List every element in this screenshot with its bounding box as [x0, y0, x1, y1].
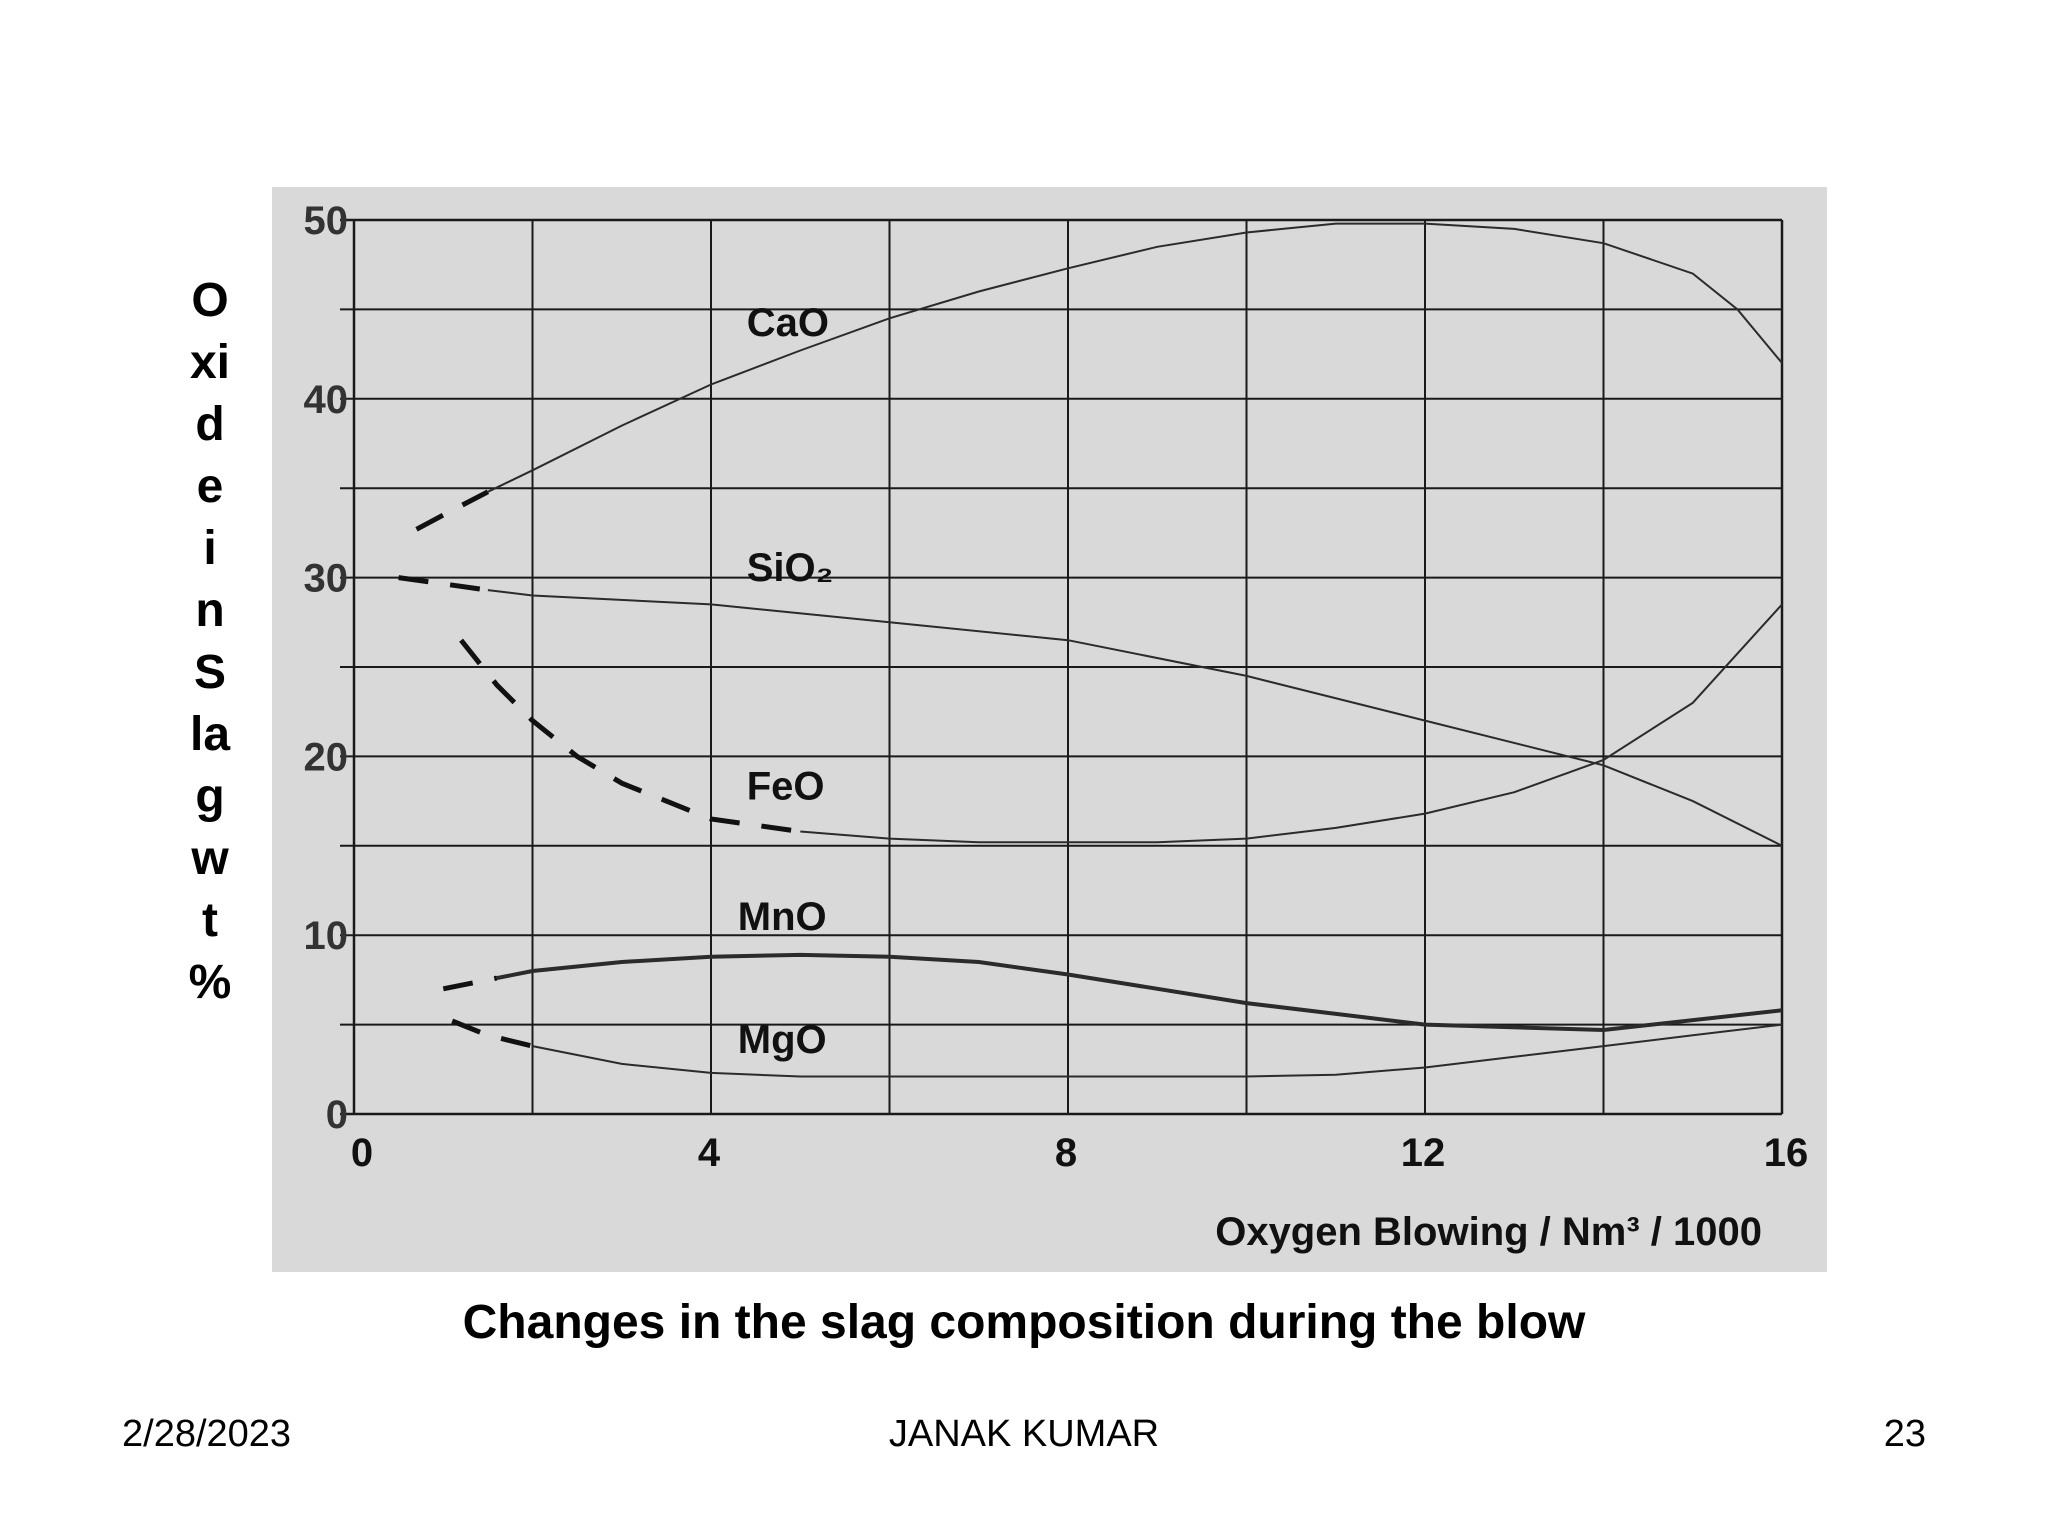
y-axis-label-line: la	[189, 708, 231, 761]
x-tick-label: 8	[1055, 1131, 1077, 1175]
series-label: SiO₂	[747, 546, 834, 590]
series-line-dashed	[415, 489, 490, 532]
series-line-dashed	[442, 975, 498, 992]
y-tick-label: 50	[304, 199, 349, 243]
y-axis-label-line: d	[195, 398, 225, 451]
labels-layer: 0 10 20 30 40 50 0 4 8 12 16 CaO SiO₂ FeO MnO MgO	[304, 199, 1809, 1175]
y-tick-label: 10	[304, 914, 349, 958]
x-axis-title: Oxygen Blowing / Nm³ / 1000	[1215, 1210, 1762, 1254]
y-tick-label: 30	[304, 557, 349, 601]
y-axis-label-line: g	[195, 770, 225, 823]
series-label: CaO	[747, 301, 829, 345]
y-axis-label-line: xi	[189, 336, 231, 389]
series-label: MnO	[738, 895, 827, 939]
series-line	[487, 589, 1783, 847]
series-line	[532, 1023, 1783, 1078]
y-axis-label-line: n	[195, 584, 225, 637]
y-tick-label: 20	[304, 735, 349, 779]
grid	[340, 218, 1784, 1116]
series-line	[487, 222, 1783, 493]
footer-date: 2/28/2023	[122, 1413, 292, 1455]
series-line	[800, 603, 1783, 844]
series-label: FeO	[747, 764, 825, 808]
y-axis-label-line: O	[191, 274, 229, 327]
series-line-dashed	[451, 1018, 534, 1049]
x-tick-label: 16	[1764, 1131, 1809, 1175]
x-tick-label: 4	[698, 1131, 721, 1175]
y-tick-label: 40	[304, 378, 349, 422]
series-line	[496, 952, 1783, 1033]
y-axis-label-line: i	[203, 522, 217, 575]
y-axis-label-line: %	[188, 956, 232, 1009]
slide-caption: Changes in the slag composition during t…	[462, 1296, 1586, 1349]
series-line-dashed	[398, 575, 489, 593]
x-tick-label: 0	[351, 1131, 373, 1175]
chart: 0 10 20 30 40 50 0 4 8 12 16 CaO SiO₂ FeO MnO MgO Oxyge…	[272, 187, 1827, 1272]
series-label: MgO	[738, 1018, 827, 1062]
series-line-dashed	[459, 638, 801, 834]
y-axis-label-line: S	[193, 646, 226, 699]
series-layer	[398, 222, 1783, 1078]
y-axis-label-line: t	[202, 894, 218, 947]
y-axis-label-line: e	[196, 460, 224, 513]
x-tick-label: 12	[1401, 1131, 1446, 1175]
y-axis-label-line: w	[191, 832, 229, 885]
chart-background	[272, 187, 1827, 1272]
footer-author: JANAK KUMAR	[888, 1413, 1160, 1455]
y-tick-label: 0	[326, 1093, 348, 1137]
footer-page-number: 23	[1883, 1413, 1926, 1455]
